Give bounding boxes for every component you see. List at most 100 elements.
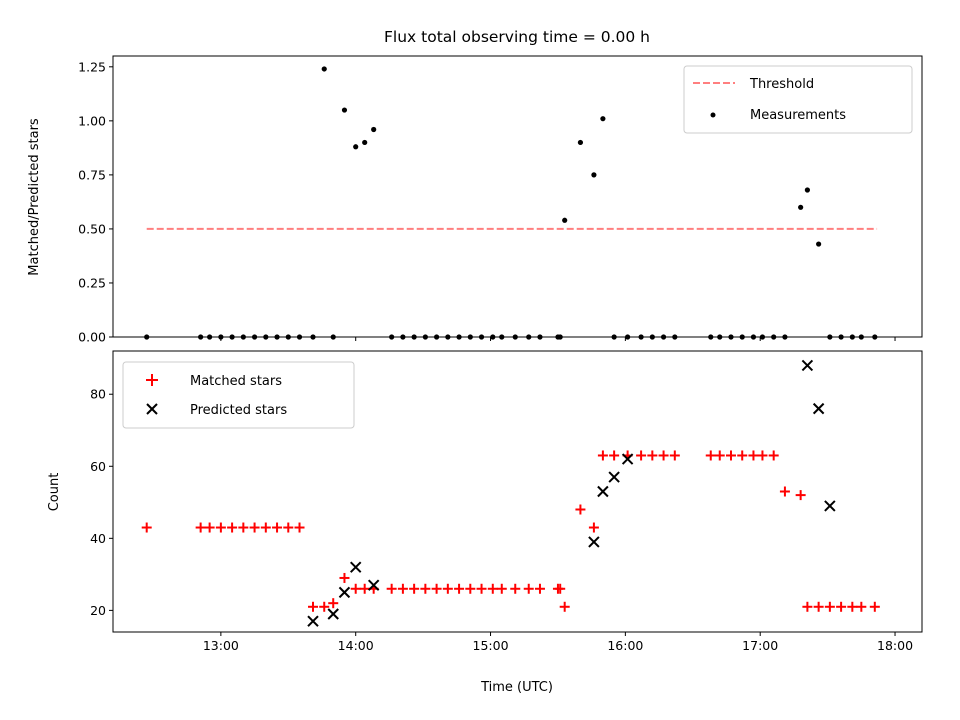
matched-stars-point: [195, 522, 206, 533]
matched-stars-point: [283, 522, 294, 533]
matched-stars-point: [510, 583, 521, 594]
matched-stars-point: [454, 583, 465, 594]
legend-predicted-swatch: [146, 403, 158, 415]
measurement-point: [445, 334, 451, 340]
matched-stars-point: [328, 598, 339, 609]
measurement-point: [557, 334, 563, 340]
matched-stars-point: [647, 450, 658, 461]
matched-stars-point: [813, 601, 824, 612]
matched-stars-point: [714, 450, 725, 461]
measurement-point: [434, 334, 440, 340]
measurement-point: [782, 334, 788, 340]
measurement-point: [759, 334, 766, 340]
bottom-legend: Matched stars Predicted stars: [122, 361, 355, 429]
matched-stars-point: [431, 583, 442, 594]
predicted-stars-point: [608, 471, 620, 483]
matched-stars-point: [658, 450, 669, 461]
bottom-plot-marks: [141, 359, 880, 627]
measurement-point: [422, 334, 428, 340]
matched-stars-point: [768, 450, 779, 461]
measurement-point: [849, 334, 855, 340]
matched-stars-point: [725, 450, 736, 461]
predicted-stars-point: [327, 608, 339, 620]
y-tick-label: 1.00: [78, 113, 106, 128]
matched-stars-point: [204, 522, 215, 533]
measurement-point: [611, 334, 617, 340]
x-tick-label: 13:00: [203, 638, 239, 653]
matched-stars-point: [359, 583, 370, 594]
bottom-y-axis-label: Count: [47, 473, 62, 512]
predicted-stars-point: [338, 586, 351, 599]
top-axis-ticks: 0.00 0.25 0.50 0.75 1.00 1.25: [78, 59, 896, 345]
matched-stars-point: [397, 583, 408, 594]
predicted-stars-point: [588, 536, 600, 548]
matched-stars-point: [597, 450, 608, 461]
y-tick-label: 0.50: [78, 221, 106, 236]
matched-stars-point: [319, 601, 330, 612]
predicted-stars-point: [367, 579, 380, 591]
predicted-stars-point: [307, 615, 319, 627]
matched-stars-point: [409, 583, 420, 594]
measurement-point: [872, 334, 878, 340]
matched-stars-point: [215, 522, 226, 533]
legend-measurements-label: Measurements: [750, 108, 846, 123]
legend-matched-label: Matched stars: [190, 374, 282, 389]
matched-stars-point: [227, 522, 238, 533]
matched-stars-point: [575, 504, 586, 515]
top-legend-box: [683, 65, 913, 134]
matched-stars-point: [737, 450, 748, 461]
matched-stars-point: [476, 583, 487, 594]
top-legend: Threshold Measurements: [683, 65, 913, 134]
matched-stars-point: [260, 522, 271, 533]
measurement-point: [638, 334, 644, 340]
matched-stars-point: [824, 601, 835, 612]
predicted-stars-point: [824, 500, 836, 512]
measurement-point: [672, 334, 678, 340]
matched-stars-point: [609, 450, 620, 461]
predicted-stars-point: [597, 485, 609, 498]
matched-stars-point: [420, 583, 431, 594]
y-tick-label: 20: [90, 603, 106, 618]
matched-stars-point: [249, 522, 260, 533]
measurement-point: [144, 334, 150, 340]
matched-stars-point: [669, 450, 680, 461]
predicted-stars-point: [349, 561, 362, 573]
matched-stars-point: [856, 601, 867, 612]
matched-stars-point: [339, 572, 350, 583]
x-tick-label: 17:00: [742, 638, 778, 653]
predicted-stars-point: [812, 402, 825, 415]
measurement-point: [310, 334, 316, 340]
x-tick-label: 14:00: [338, 638, 374, 653]
measurement-point: [798, 204, 804, 210]
y-tick-label: 0.25: [78, 275, 106, 290]
measurement-point: [838, 334, 844, 340]
x-tick-label: 16:00: [607, 638, 643, 653]
measurement-point: [526, 334, 532, 340]
bottom-panel: 13:00 14:00 15:00 16:00 17:00 18:00 20 40 60 80 C…: [47, 350, 923, 695]
measurement-point: [411, 334, 417, 340]
measurement-point: [285, 334, 291, 340]
predicted-stars-point: [801, 359, 814, 372]
matched-stars-point: [386, 583, 397, 594]
matched-stars-point: [294, 522, 305, 533]
legend-measurements-swatch: [710, 112, 716, 118]
legend-threshold-label: Threshold: [749, 77, 814, 92]
legend-predicted-label: Predicted stars: [190, 403, 287, 418]
measurement-point: [771, 334, 777, 340]
matched-stars-point: [795, 490, 806, 501]
y-tick-label: 1.25: [78, 59, 106, 74]
measurement-point: [263, 334, 269, 340]
measurement-point: [600, 116, 606, 122]
measurement-point: [296, 334, 303, 340]
measurement-point: [562, 217, 568, 223]
chart-title: Flux total observing time = 0.00 h: [384, 28, 650, 46]
measurement-point: [577, 139, 584, 146]
measurement-point: [198, 334, 204, 340]
matched-stars-point: [534, 583, 545, 594]
matched-stars-point: [779, 486, 790, 497]
matched-stars-point: [442, 583, 453, 594]
matched-stars-point: [559, 601, 570, 612]
measurement-point: [750, 334, 757, 340]
measurement-point: [804, 187, 810, 193]
matched-stars-point: [802, 601, 813, 612]
